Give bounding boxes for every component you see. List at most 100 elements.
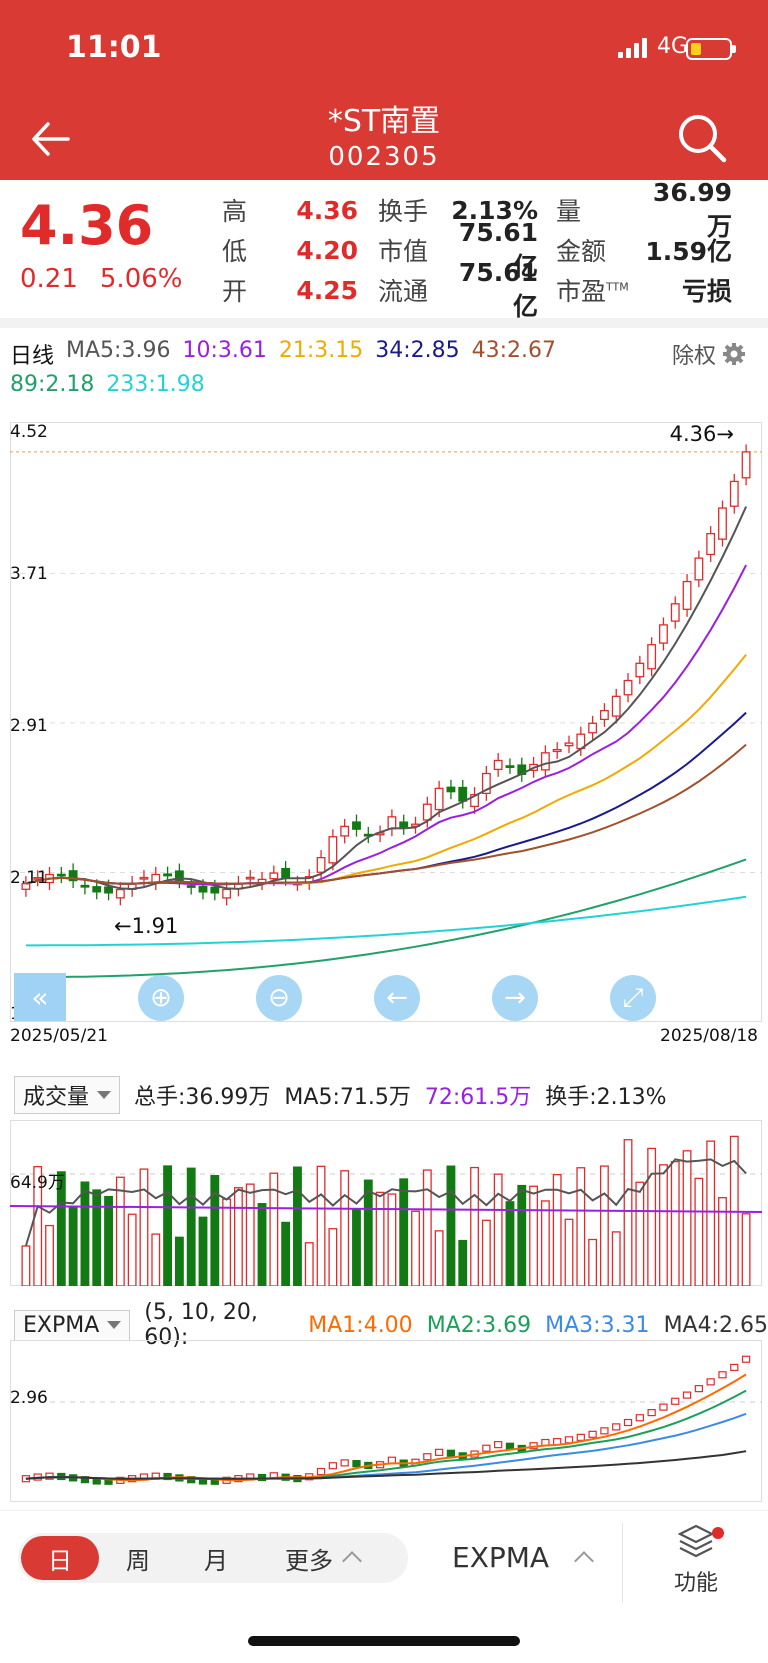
expma-candle — [588, 1430, 597, 1438]
candle — [706, 526, 716, 562]
kline-chart[interactable] — [10, 422, 762, 1022]
ma-line — [25, 711, 747, 885]
volume-value: 36.99万 — [652, 177, 732, 241]
volume-selector[interactable]: 成交量 — [14, 1076, 121, 1114]
volume-ma72: 72:61.5万 — [424, 1085, 532, 1110]
expma-selector[interactable]: EXPMA — [14, 1309, 131, 1341]
expma-candle — [352, 1460, 361, 1468]
volume-bar — [80, 1181, 90, 1286]
candle — [257, 871, 267, 891]
indicator-label: EXPMA — [452, 1541, 550, 1574]
candle — [186, 878, 196, 895]
volume-bar — [493, 1173, 503, 1286]
chevron-up-icon — [342, 1551, 362, 1571]
volume-bar — [21, 1245, 31, 1286]
period-label[interactable]: 日线 — [10, 344, 55, 369]
volume-bar — [529, 1185, 539, 1286]
volume-bar — [623, 1139, 633, 1286]
ma-legend-row1: 日线 MA5:3.96 10:3.61 21:3.15 34:2.85 43:2… — [10, 338, 556, 370]
function-button[interactable]: 功能 — [664, 1523, 728, 1597]
scroll-right-button[interactable]: → — [492, 975, 538, 1021]
high-label: 高 — [222, 197, 248, 226]
back-arrow-icon[interactable] — [28, 116, 74, 162]
expma-candle — [694, 1385, 704, 1393]
ma34-value: 34:2.85 — [375, 338, 460, 363]
y-label-3: 3.71 — [10, 564, 48, 584]
quote-grid: 高 4.36 换手 2.13% 量 36.99万 低 4.20 市值 75.61… — [222, 178, 762, 321]
expma-y-label: 2.96 — [10, 1388, 48, 1408]
volume-bar — [352, 1208, 361, 1286]
volume-bar — [670, 1160, 680, 1286]
ma-line — [25, 1389, 747, 1480]
expma-candle — [434, 1448, 444, 1456]
search-icon[interactable] — [676, 112, 728, 164]
expma-candle — [328, 1462, 338, 1470]
volume-bar — [470, 1166, 479, 1286]
stock-name: *ST南置 — [327, 104, 441, 139]
candle — [659, 617, 668, 651]
expma-chart[interactable] — [10, 1340, 762, 1502]
amount-value: 1.59亿 — [645, 237, 732, 266]
adjust-toggle[interactable]: 除权 — [672, 338, 746, 370]
ma-legend-row2: 89:2.18 233:1.98 — [10, 372, 205, 397]
zoom-in-button[interactable]: ⊕ — [138, 975, 184, 1021]
chevron-up-icon — [574, 1550, 594, 1571]
ma21-value: 21:3.15 — [278, 338, 364, 363]
expma-candle — [600, 1427, 609, 1435]
candle — [481, 766, 491, 801]
expma-candle — [257, 1473, 267, 1482]
ma-line — [25, 506, 748, 891]
indicator-tab[interactable]: EXPMA — [452, 1541, 594, 1574]
volume-bar — [517, 1184, 527, 1286]
volume-header: 成交量 总手:36.99万 MA5:71.5万 72:61.5万 换手:2.13… — [14, 1076, 667, 1114]
candle — [470, 787, 479, 814]
volume-bar — [564, 1218, 574, 1286]
volume-bar — [588, 1238, 598, 1286]
candle — [552, 742, 562, 759]
volume-bar — [186, 1167, 196, 1286]
volume-bar — [540, 1200, 550, 1286]
candle — [670, 596, 680, 629]
period-day[interactable]: 日 — [21, 1536, 99, 1580]
candle — [222, 881, 232, 906]
kline-chart-frame[interactable] — [10, 422, 762, 1022]
period-week[interactable]: 周 — [126, 1546, 150, 1575]
expma-ma1: MA1:4.00 — [308, 1312, 413, 1338]
volume-ma5: MA5:71.5万 — [284, 1085, 411, 1110]
volume-bar — [198, 1216, 208, 1286]
volume-bar — [647, 1147, 657, 1286]
period-month[interactable]: 月 — [204, 1546, 228, 1575]
expma-candle — [682, 1391, 692, 1399]
candle — [115, 882, 125, 906]
zoom-out-button[interactable]: ⊖ — [256, 975, 302, 1021]
candle — [328, 829, 338, 871]
candle — [599, 703, 609, 727]
candle — [33, 870, 43, 887]
low-value: 4.20 — [296, 235, 358, 265]
expma-chart-frame — [10, 1340, 762, 1502]
y-label-top: 4.52 — [10, 422, 48, 442]
volume-bar — [139, 1168, 149, 1286]
expma-ma2: MA2:3.69 — [426, 1312, 532, 1338]
volume-bar — [68, 1205, 78, 1286]
period-more[interactable]: 更多 — [285, 1541, 362, 1576]
volume-chart[interactable] — [10, 1120, 762, 1286]
expma-candle — [635, 1414, 644, 1422]
expma-candle — [340, 1459, 349, 1467]
fullscreen-button[interactable]: ⤢ — [610, 975, 656, 1021]
candle — [387, 809, 397, 837]
candle — [741, 444, 751, 486]
high-value: 4.36 — [296, 195, 358, 225]
candle — [56, 866, 66, 884]
network-label: 4G — [656, 34, 688, 59]
volume-bar — [328, 1228, 338, 1286]
current-price: 4.36 — [20, 194, 154, 257]
scroll-start-button[interactable]: « — [14, 973, 66, 1021]
candle — [540, 745, 550, 778]
expma-candle — [718, 1371, 727, 1379]
volume-bar — [127, 1213, 137, 1286]
candle — [446, 779, 456, 800]
scroll-left-button[interactable]: ← — [374, 975, 420, 1021]
open-label: 开 — [222, 277, 248, 306]
volume-bar — [446, 1165, 456, 1286]
